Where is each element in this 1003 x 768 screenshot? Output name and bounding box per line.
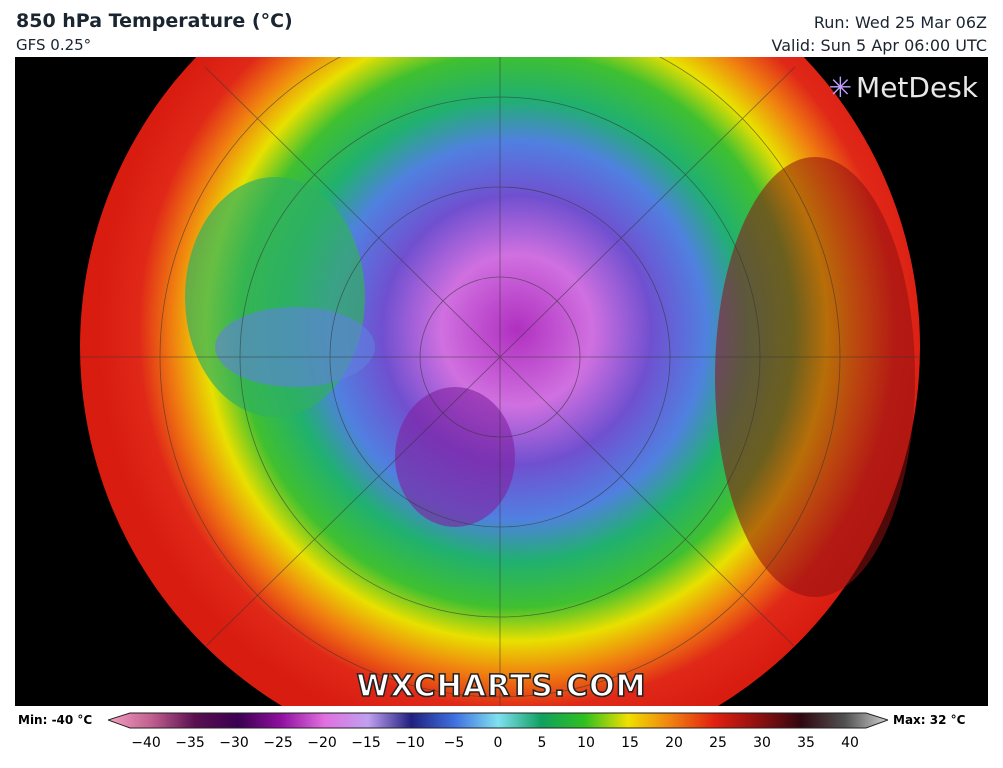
colorbar-ticks: −40 −35 −30 −25 −20 −15 −10 −5 0 5 10 15 20 25 30 35 40 bbox=[0, 735, 1003, 755]
valid-label: Valid: Sun 5 Apr 06:00 UTC bbox=[771, 36, 988, 55]
tick-label: 15 bbox=[621, 735, 639, 751]
tick-label: 5 bbox=[537, 735, 547, 751]
tick-label: 35 bbox=[797, 735, 815, 751]
colorbar bbox=[108, 712, 888, 729]
legend-max: Max: 32 °C bbox=[893, 713, 966, 727]
tick-label: 40 bbox=[841, 735, 859, 751]
watermark: WXCHARTS.COM bbox=[356, 668, 647, 705]
tick-label: −25 bbox=[263, 735, 293, 751]
tick-label: −5 bbox=[443, 735, 465, 751]
metdesk-star-icon: ✳ bbox=[828, 71, 853, 104]
chart-title: 850 hPa Temperature (°C) bbox=[16, 10, 293, 32]
run-label: Run: Wed 25 Mar 06Z bbox=[813, 13, 987, 32]
legend-min: Min: -40 °C bbox=[18, 713, 93, 727]
tick-label: −40 bbox=[131, 735, 161, 751]
tick-label: 30 bbox=[753, 735, 771, 751]
tick-label: −10 bbox=[395, 735, 425, 751]
tick-label: −15 bbox=[351, 735, 381, 751]
globe-map bbox=[80, 57, 920, 706]
tick-label: 0 bbox=[493, 735, 503, 751]
tick-label: 25 bbox=[709, 735, 727, 751]
tick-label: 10 bbox=[577, 735, 595, 751]
tick-label: −20 bbox=[307, 735, 337, 751]
tick-label: −30 bbox=[219, 735, 249, 751]
temperature-map: ✳ MetDesk WXCHARTS.COM bbox=[15, 57, 988, 706]
metdesk-logo: ✳ MetDesk bbox=[828, 71, 978, 104]
tick-label: −35 bbox=[175, 735, 205, 751]
tick-label: 20 bbox=[665, 735, 683, 751]
model-label: GFS 0.25° bbox=[16, 36, 92, 54]
